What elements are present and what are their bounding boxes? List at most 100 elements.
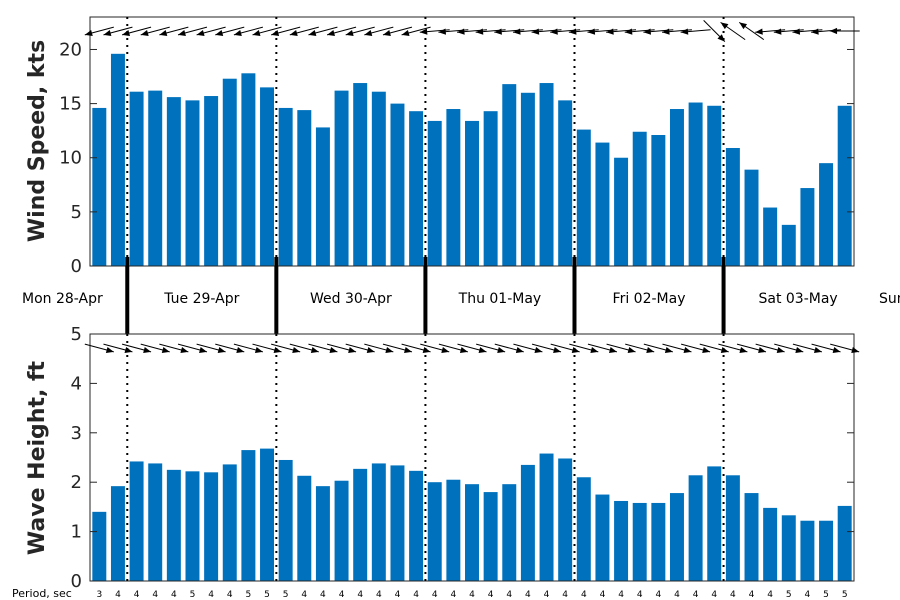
- arrow-head: [199, 346, 207, 353]
- wave-bar: [315, 486, 330, 581]
- wind-bar: [278, 107, 293, 266]
- arrow-head: [515, 346, 524, 353]
- wave-direction-arrow: [569, 343, 599, 353]
- arrow-head: [122, 29, 131, 36]
- period-value: 4: [749, 590, 755, 600]
- wind-bar: [539, 83, 554, 267]
- arrow-head: [550, 28, 558, 35]
- wave-bar: [409, 470, 424, 581]
- arrow-head: [792, 28, 801, 35]
- period-value: 4: [655, 590, 661, 600]
- arrow-head: [254, 346, 263, 353]
- wave-direction-arrow: [103, 343, 133, 353]
- wind-direction-arrow: [159, 26, 189, 36]
- wave-bar: [148, 463, 163, 581]
- wind-axes-box: [89, 16, 855, 267]
- wind-direction-arrow: [308, 26, 338, 36]
- wave-direction-arrow: [718, 343, 748, 353]
- wave-direction-arrow: [382, 343, 413, 353]
- wind-direction-arrow: [326, 26, 357, 36]
- wave-bar: [427, 482, 442, 581]
- wind-bar: [353, 83, 368, 267]
- wave-direction-arrow: [625, 343, 655, 353]
- wave-bar: [595, 494, 610, 581]
- wind-direction-arrow: [738, 21, 765, 41]
- wind-bar: [129, 91, 144, 266]
- arrow-head: [587, 28, 596, 35]
- wind-direction-arrow: [84, 26, 114, 36]
- wind-bar: [409, 111, 424, 267]
- period-value: 4: [134, 590, 140, 600]
- wave-direction-arrow: [215, 343, 245, 353]
- period-value: 4: [432, 590, 438, 600]
- arrow-head: [419, 28, 428, 35]
- arrow-head: [720, 346, 729, 353]
- arrow-head: [217, 346, 226, 353]
- wave-direction-arrow: [401, 343, 431, 353]
- arrow-head: [364, 29, 373, 36]
- wind-direction-arrow: [140, 26, 170, 36]
- arrow-head: [385, 346, 394, 353]
- arrow-head: [531, 28, 540, 35]
- period-value: 4: [637, 590, 643, 600]
- arrow-head: [140, 29, 149, 36]
- wave-bar: [353, 468, 368, 581]
- arrow-head: [124, 346, 133, 353]
- wind-bar: [483, 111, 498, 267]
- arrow-head: [758, 346, 767, 353]
- arrow-head: [739, 22, 748, 30]
- arrow-head: [776, 346, 785, 353]
- period-value: 4: [152, 590, 158, 600]
- wind-direction-arrow: [177, 26, 208, 36]
- wave-bar: [92, 511, 107, 581]
- wind-bar: [260, 87, 275, 266]
- arrow-head: [401, 29, 410, 36]
- wind-direction-arrow: [271, 26, 301, 36]
- wind-bar: [148, 90, 163, 266]
- period-value: 4: [227, 590, 233, 600]
- wave-bar: [539, 453, 554, 581]
- wave-direction-arrow: [643, 343, 673, 353]
- wind-bar: [688, 102, 703, 266]
- wave-bar: [614, 500, 629, 581]
- wind-bar: [371, 91, 386, 266]
- period-value: 5: [823, 590, 829, 600]
- wave-axes-box: [89, 333, 855, 582]
- wave-direction-arrow: [736, 343, 767, 353]
- period-value: 5: [190, 590, 196, 600]
- wind-bar: [576, 129, 591, 266]
- wave-direction-arrow: [159, 343, 189, 353]
- arrow-head: [348, 346, 357, 353]
- wind-bar: [520, 92, 535, 266]
- wave-bar: [819, 520, 834, 581]
- wind-direction-arrow: [364, 26, 394, 36]
- arrow-head: [308, 29, 317, 36]
- wave-direction-arrow: [271, 343, 301, 353]
- wave-direction-arrow: [252, 343, 282, 353]
- period-value: 4: [301, 590, 307, 600]
- arrow-head: [105, 346, 114, 353]
- wind-ylabel: Wind Speed, kts: [25, 40, 50, 242]
- arrow-head: [404, 346, 412, 353]
- wind-bar: [465, 120, 479, 266]
- day-label: Mon 28-Apr: [22, 291, 103, 307]
- wind-bar: [614, 157, 629, 266]
- arrow-head: [441, 346, 450, 353]
- arrow-head: [233, 29, 242, 36]
- wave-bar: [651, 502, 666, 581]
- period-value: 4: [506, 590, 512, 600]
- period-value: 4: [320, 590, 326, 600]
- wave-bar: [371, 463, 386, 581]
- wave-bar: [669, 493, 684, 581]
- period-value: 4: [693, 590, 699, 600]
- arrow-head: [292, 346, 301, 353]
- wind-bar: [222, 78, 237, 266]
- arrow-head: [196, 29, 205, 36]
- wind-bar: [241, 73, 256, 266]
- wave-bar: [297, 475, 312, 581]
- wave-ytick-label: 3: [71, 423, 82, 444]
- arrow-head: [606, 28, 614, 35]
- wave-direction-arrow: [420, 343, 450, 353]
- wind-bar: [744, 169, 759, 266]
- wave-direction-arrow: [699, 343, 729, 353]
